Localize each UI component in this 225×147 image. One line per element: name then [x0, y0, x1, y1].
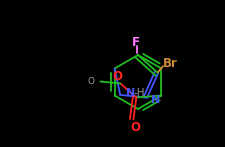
Text: O: O: [112, 70, 122, 83]
Text: -H: -H: [133, 88, 145, 98]
Text: N: N: [126, 88, 135, 98]
Text: F: F: [132, 35, 140, 49]
Text: N: N: [151, 95, 161, 105]
Text: Br: Br: [163, 57, 178, 70]
Text: O: O: [130, 121, 140, 134]
Text: O: O: [88, 77, 95, 86]
